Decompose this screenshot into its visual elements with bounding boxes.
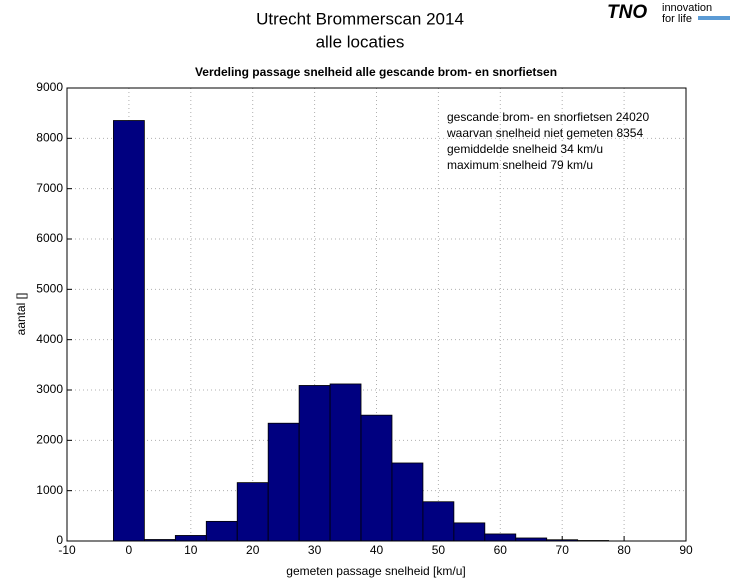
y-tick-label: 0 xyxy=(56,533,63,547)
bar xyxy=(236,482,269,542)
x-tick-label: 40 xyxy=(370,543,384,557)
bar xyxy=(298,385,331,542)
bar xyxy=(453,522,486,542)
x-tick-label: 20 xyxy=(246,543,260,557)
y-tick-label: 1000 xyxy=(36,483,63,497)
y-axis-label: aantal [] xyxy=(14,293,28,336)
logo-bar xyxy=(698,16,730,20)
annotation: gescande brom- en snorfietsen 24020 xyxy=(447,110,649,124)
x-tick-label: 0 xyxy=(126,543,133,557)
y-tick-label: 2000 xyxy=(36,433,63,447)
chart-title-2: alle locaties xyxy=(316,32,405,51)
y-tick-label: 5000 xyxy=(36,282,63,296)
x-tick-label: 30 xyxy=(308,543,322,557)
logo-tagline: innovation xyxy=(662,2,712,14)
y-tick-label: 4000 xyxy=(36,332,63,346)
axes-box xyxy=(66,87,687,542)
chart-title: Utrecht Brommerscan 2014 xyxy=(256,9,464,28)
bar xyxy=(360,414,393,542)
bar xyxy=(422,501,455,542)
bar xyxy=(174,535,207,542)
bar xyxy=(484,533,517,542)
x-tick-label: 80 xyxy=(617,543,631,557)
bar xyxy=(329,383,362,542)
y-tick-label: 6000 xyxy=(36,231,63,245)
chart-subtitle: Verdeling passage snelheid alle gescande… xyxy=(195,65,557,79)
annotation: waarvan snelheid niet gemeten 8354 xyxy=(446,126,643,140)
y-tick-label: 9000 xyxy=(36,80,63,94)
bar xyxy=(391,462,424,542)
x-tick-label: -10 xyxy=(58,543,76,557)
x-axis-label: gemeten passage snelheid [km/u] xyxy=(286,564,465,578)
x-tick-label: 50 xyxy=(432,543,446,557)
y-tick-label: 3000 xyxy=(36,382,63,396)
x-tick-label: 90 xyxy=(679,543,693,557)
x-tick-label: 70 xyxy=(556,543,570,557)
bar xyxy=(267,422,300,542)
bar xyxy=(113,120,145,542)
y-tick-label: 8000 xyxy=(36,131,63,145)
y-tick-label: 7000 xyxy=(36,181,63,195)
annotation: gemiddelde snelheid 34 km/u xyxy=(447,142,603,156)
logo-tagline: for life xyxy=(662,13,692,25)
bar xyxy=(205,520,238,542)
x-tick-label: 60 xyxy=(494,543,508,557)
annotation: maximum snelheid 79 km/u xyxy=(447,158,593,172)
x-tick-label: 10 xyxy=(184,543,198,557)
logo-name: TNO xyxy=(607,2,647,23)
